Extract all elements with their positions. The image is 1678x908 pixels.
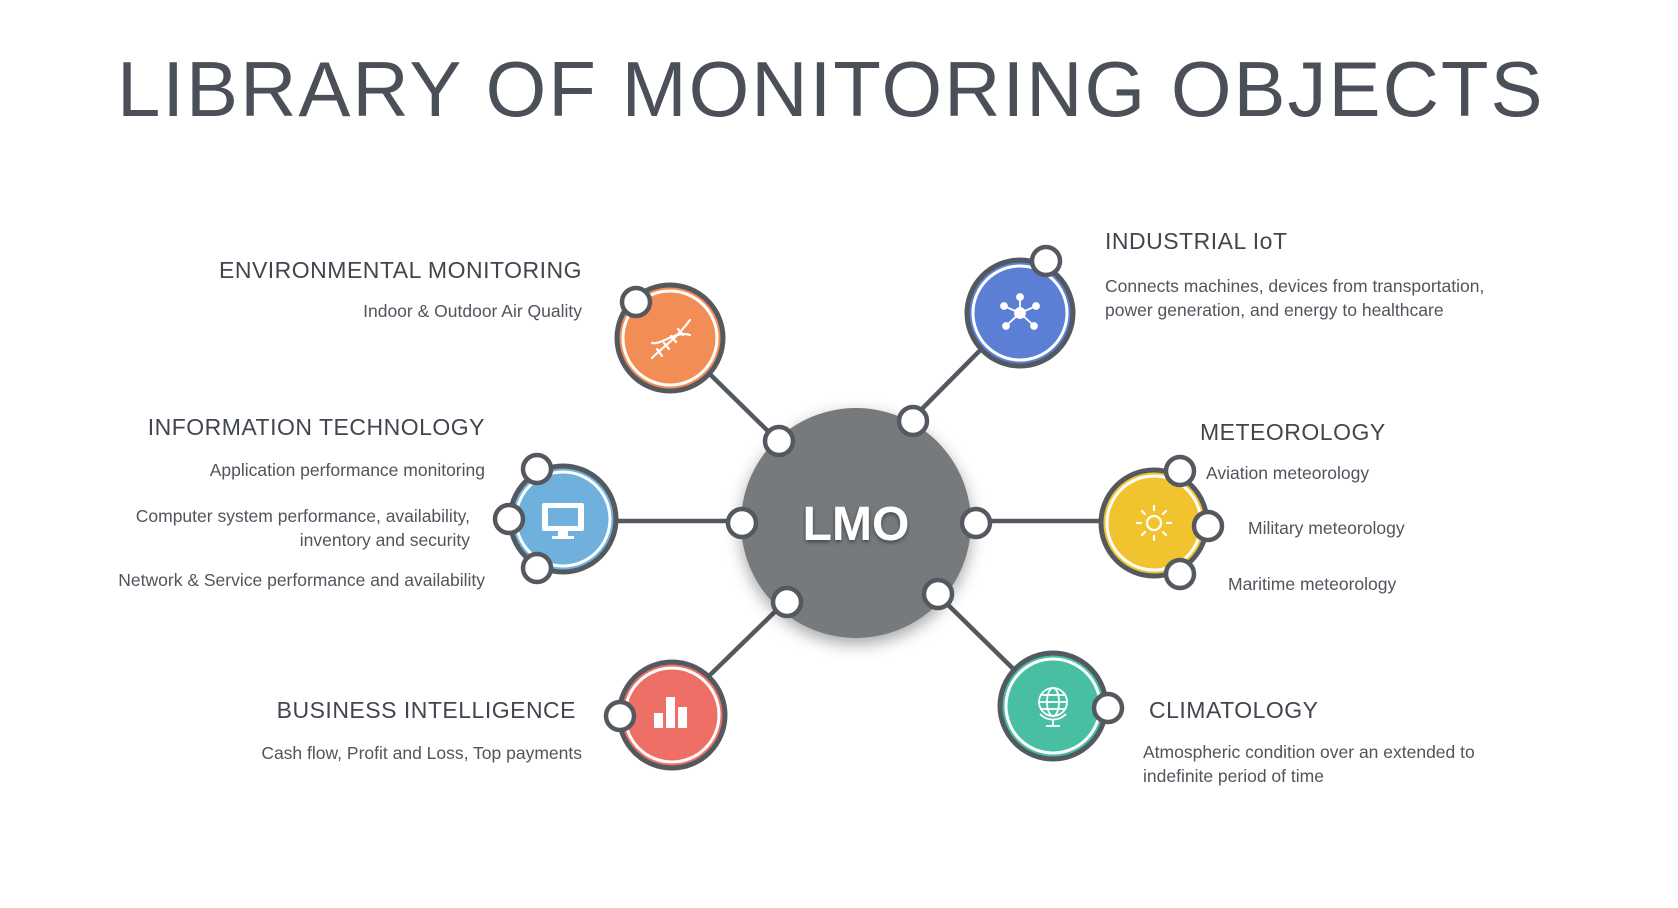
dot-iiot <box>1029 244 1063 278</box>
climatology-desc-1: Atmospheric condition over an extended t… <box>1143 742 1475 762</box>
dot-clim <box>1091 691 1125 725</box>
dot-env <box>619 285 653 319</box>
connector-dots <box>492 244 1225 733</box>
center-circle <box>741 408 971 638</box>
dot-center-iiot <box>896 404 930 438</box>
it-heading: INFORMATION TECHNOLOGY <box>147 414 485 440</box>
it-desc-1: Application performance monitoring <box>209 460 485 480</box>
it-desc-4: Network & Service performance and availa… <box>118 570 485 590</box>
bi-heading: BUSINESS INTELLIGENCE <box>276 697 576 723</box>
dot-met-mid <box>1191 509 1225 543</box>
iiot-desc-2: power generation, and energy to healthca… <box>1105 300 1444 320</box>
network-icon <box>1000 293 1040 330</box>
node-iiot <box>964 257 1076 369</box>
meteorology-heading: METEOROLOGY <box>1200 419 1386 445</box>
dot-met-top <box>1163 454 1197 488</box>
environmental-desc: Indoor & Outdoor Air Quality <box>363 301 582 321</box>
center-label: LMO <box>803 498 910 551</box>
meteorology-item-2: Military meteorology <box>1248 518 1405 538</box>
sun-icon <box>1135 504 1173 542</box>
meteorology-item-3: Maritime meteorology <box>1228 574 1397 594</box>
climatology-desc-2: indefinite period of time <box>1143 766 1324 786</box>
dot-center-met <box>959 506 993 540</box>
dot-it-mid <box>492 502 526 536</box>
bi-desc: Cash flow, Profit and Loss, Top payments <box>261 743 582 763</box>
dot-center-clim <box>921 577 955 611</box>
it-desc-2: Computer system performance, availabilit… <box>135 506 470 526</box>
node-meteorology-ring <box>1098 467 1210 579</box>
node-it <box>507 463 619 575</box>
it-desc-3: inventory and security <box>299 530 470 550</box>
node-climatology <box>997 650 1109 762</box>
dna-icon <box>650 318 692 360</box>
dot-it-bottom <box>520 551 554 585</box>
dot-met-bottom <box>1163 557 1197 591</box>
bar-chart-icon <box>654 697 687 728</box>
environmental-heading: ENVIRONMENTAL MONITORING <box>219 257 582 283</box>
center-node: LMO <box>741 408 971 638</box>
node-bi <box>616 659 728 771</box>
dot-bi <box>603 699 637 733</box>
dot-center-env <box>762 424 796 458</box>
dot-center-it <box>725 506 759 540</box>
dot-center-bi <box>770 585 804 619</box>
node-meteorology <box>1098 467 1210 579</box>
dot-it-top <box>520 452 554 486</box>
meteorology-item-1: Aviation meteorology <box>1206 463 1370 483</box>
globe-icon <box>1038 687 1068 727</box>
iiot-heading: INDUSTRIAL IoT <box>1105 228 1288 254</box>
climatology-heading: CLIMATOLOGY <box>1149 697 1319 723</box>
monitor-icon <box>542 503 584 539</box>
page-title: LIBRARY OF MONITORING OBJECTS <box>117 45 1545 133</box>
node-climatology-ring <box>997 650 1109 762</box>
iiot-desc-1: Connects machines, devices from transpor… <box>1105 276 1485 296</box>
